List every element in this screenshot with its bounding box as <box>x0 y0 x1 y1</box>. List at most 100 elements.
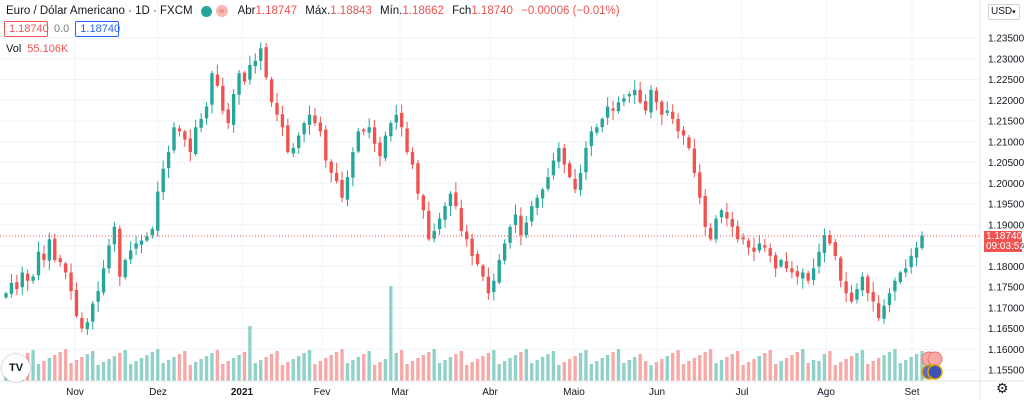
volume-bar <box>465 365 469 381</box>
candle-body <box>855 289 859 300</box>
last-price-tag: 1.18740 09:03:52 <box>984 231 1024 252</box>
price-tick-label: 1.20500 <box>988 158 1024 169</box>
volume-bar <box>616 349 621 381</box>
candle-body <box>920 235 924 249</box>
sell-price-button[interactable]: 1.18740 <box>4 21 49 37</box>
candle-body <box>128 250 133 260</box>
time-axis: Nov Dez 2021 Fev Mar Abr Maio Jun Jul Ago Set <box>0 380 1024 398</box>
volume-bar <box>866 364 870 381</box>
volume-bar <box>318 361 323 381</box>
volume-legend[interactable]: Vol 55.106K <box>6 43 68 55</box>
volume-bar <box>405 364 409 381</box>
market-status-icon <box>200 5 212 17</box>
candle-body <box>698 172 702 198</box>
candle-body <box>432 230 436 239</box>
candle-body <box>297 135 301 148</box>
volume-bar <box>286 362 290 381</box>
candle-body <box>584 147 588 173</box>
candle-body <box>226 109 230 124</box>
volume-bar <box>150 352 155 381</box>
volume-bar <box>215 350 220 381</box>
candle-body <box>773 255 778 269</box>
volume-bar <box>475 359 480 381</box>
ohlc-values: Abr1.18747 Máx.1.18843 Mín.1.18662 Fch1.… <box>238 5 625 17</box>
volume-bar <box>670 353 675 381</box>
volume-bar <box>524 349 529 381</box>
symbol-title[interactable]: Euro / Dólar Americano · 1D · FXCM <box>6 5 193 17</box>
volume-value: 55.106K <box>27 43 69 55</box>
candle-body <box>15 282 19 290</box>
candle-body <box>389 123 393 137</box>
volume-bar <box>551 351 556 381</box>
volume-bar <box>784 358 789 381</box>
candle-body <box>600 118 604 128</box>
tradingview-logo-icon[interactable]: TV <box>2 354 30 382</box>
candle-body <box>367 127 371 133</box>
volume-bar <box>833 365 837 381</box>
buy-price-button[interactable]: 1.18740 <box>75 21 120 37</box>
volume-bar <box>139 358 144 381</box>
volume-bar <box>356 357 360 381</box>
volume-bar <box>839 362 843 381</box>
close-value: 1.18740 <box>471 5 513 17</box>
candle-body <box>9 282 14 294</box>
volume-bar <box>486 353 491 381</box>
time-tick-label: Fev <box>314 387 331 398</box>
candle-body <box>421 195 426 211</box>
candle-body <box>302 123 306 135</box>
volume-bar <box>118 353 122 381</box>
volume-bar <box>74 360 79 381</box>
flags-icon[interactable] <box>916 350 946 380</box>
time-tick-label: Set <box>904 387 919 398</box>
candle-body <box>356 131 360 152</box>
candle-body <box>497 260 501 283</box>
volume-bar <box>269 354 274 381</box>
candle-body <box>177 128 182 132</box>
settings-gear-icon[interactable]: ⚙ <box>996 380 1009 396</box>
volume-bar <box>508 358 512 381</box>
volume-bar <box>177 354 182 381</box>
volume-bar <box>730 354 734 381</box>
volume-bar <box>757 356 762 381</box>
candle-body <box>194 127 198 154</box>
volume-bar <box>768 350 772 381</box>
volume-bar <box>676 350 680 381</box>
candle-body <box>248 64 252 80</box>
volume-bar <box>421 355 426 381</box>
candle-body <box>427 210 431 240</box>
price-tick-label: 1.23500 <box>988 34 1024 45</box>
volume-bar <box>681 364 686 381</box>
volume-bar <box>589 364 594 381</box>
candle-body <box>914 247 919 258</box>
volume-bar <box>801 349 805 381</box>
volume-bar <box>481 356 485 381</box>
currency-selector[interactable]: USD▾ <box>988 4 1020 20</box>
candle-body <box>746 240 751 248</box>
candle-body <box>139 240 144 245</box>
data-problem-icon[interactable]: ≈ <box>215 5 228 17</box>
time-tick-label: Mar <box>391 387 409 398</box>
candle-body <box>215 74 220 86</box>
volume-bar <box>540 357 545 381</box>
candle-body <box>4 293 8 298</box>
volume-bar <box>822 354 827 381</box>
candle-body <box>53 238 57 261</box>
volume-bar <box>340 349 344 381</box>
chart-grid <box>0 0 980 381</box>
volume-bar <box>410 361 415 381</box>
volume-bar <box>600 358 604 381</box>
volume-bar <box>69 363 73 381</box>
candle-body <box>134 243 138 249</box>
volume-bar <box>134 361 138 381</box>
candle-body <box>269 79 274 103</box>
time-tick-label: Ago <box>817 387 835 398</box>
volume-bar <box>313 364 317 381</box>
volume-bar <box>194 362 198 381</box>
volume-bar <box>497 364 501 381</box>
candle-body <box>887 293 892 306</box>
candle-body <box>573 178 577 190</box>
candle-body <box>150 228 155 236</box>
volume-bar <box>502 361 507 381</box>
candle-body <box>524 222 529 236</box>
